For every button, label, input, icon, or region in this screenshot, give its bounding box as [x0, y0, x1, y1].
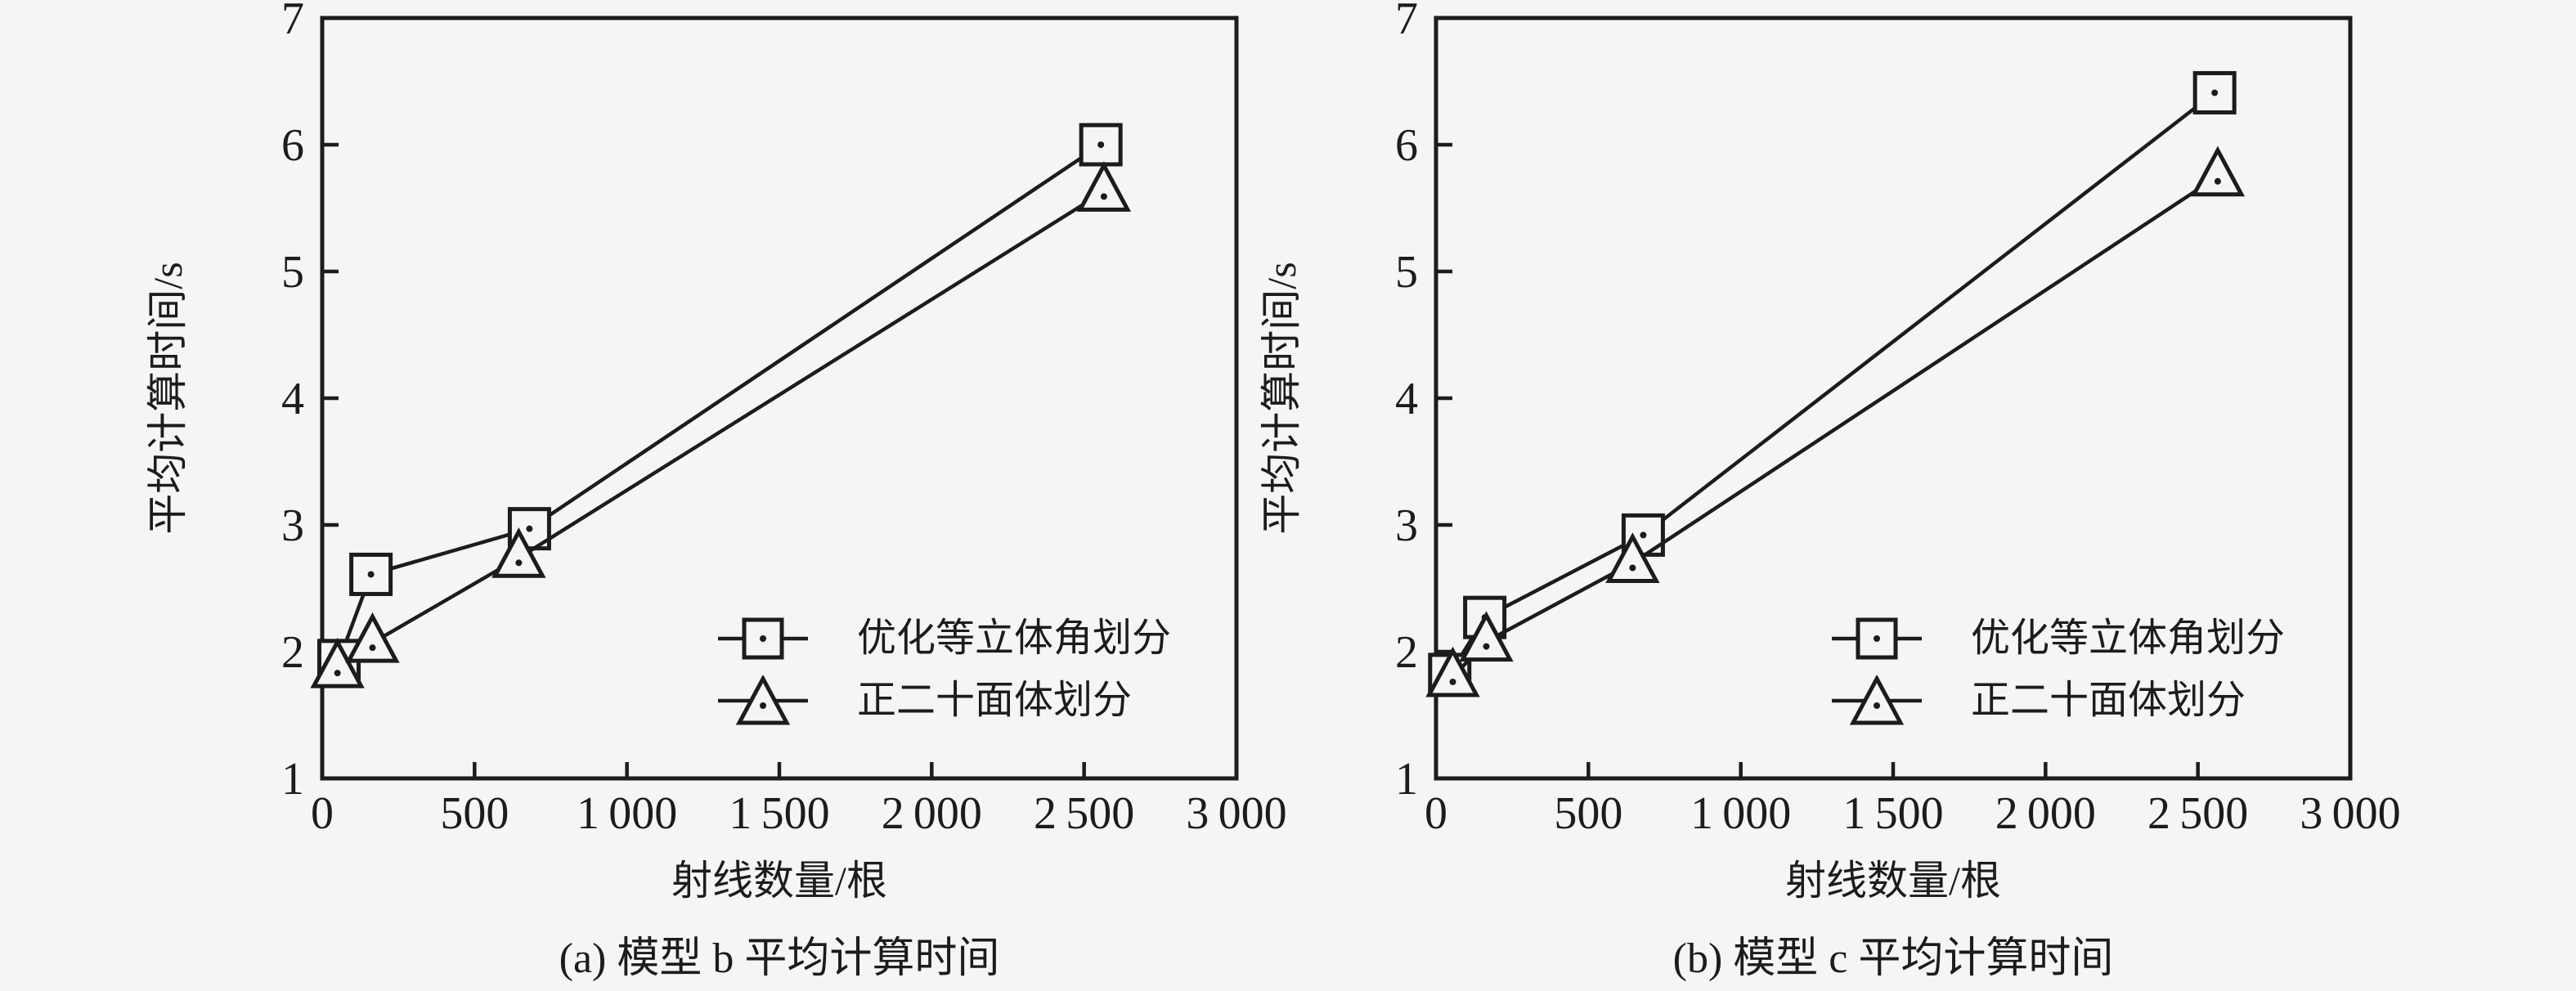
marker-center-dot — [1449, 679, 1456, 685]
x-axis-tick-label: 0 — [311, 788, 334, 839]
y-axis-tick-label: 7 — [1395, 0, 1418, 44]
caption-b: (b) 模型 c 平均计算时间 — [1672, 935, 2114, 982]
series-line-square — [1447, 91, 2216, 676]
legend-triangle — [735, 675, 791, 725]
y-axis-tick-label: 3 — [281, 500, 304, 551]
series-line-square — [337, 143, 1102, 661]
legend-square-marker-icon — [1832, 617, 1922, 660]
legend-square-dot — [1874, 635, 1880, 642]
y-axis-tick-label: 2 — [1395, 627, 1418, 678]
y-axis-tick-label: 6 — [1395, 120, 1418, 171]
x-axis-tick-label: 1 500 — [729, 788, 829, 839]
data-marker-triangle — [491, 527, 546, 578]
series-line-triangle — [1451, 174, 2219, 679]
caption-a: (a) 模型 b 平均计算时间 — [559, 935, 1000, 982]
x-axis-tick-label: 2 500 — [1034, 788, 1134, 839]
data-marker-triangle — [2190, 146, 2246, 197]
x-axis-tick-label: 3 000 — [2300, 788, 2400, 839]
marker-center-dot — [1100, 193, 1107, 200]
marker-center-dot — [515, 559, 523, 567]
y-axis-tick-label: 6 — [281, 120, 304, 171]
y-axis-tick-label: 5 — [1395, 247, 1418, 298]
legend-entry-triangle: 正二十面体划分 — [718, 675, 1171, 726]
marker-center-dot — [1097, 141, 1105, 148]
x-axis-tick-label: 1 500 — [1842, 788, 1943, 839]
data-marker-triangle — [1605, 532, 1660, 583]
y-axis-label-a: 平均计算时间/s — [145, 262, 191, 535]
x-axis-tick-label: 500 — [1554, 788, 1622, 839]
y-axis-tick-label: 5 — [281, 247, 304, 298]
y-axis-tick-label: 4 — [281, 374, 304, 424]
y-axis-tick-label: 3 — [1395, 500, 1418, 551]
y-axis-tick-label: 4 — [1395, 374, 1418, 424]
marker-center-dot — [1483, 643, 1490, 650]
legend-entry-square: 优化等立体角划分 — [718, 613, 1171, 664]
x-axis-label-b: 射线数量/根 — [1785, 858, 2001, 904]
y-axis-tick-label: 7 — [281, 0, 304, 44]
x-axis-tick-label: 0 — [1425, 788, 1447, 839]
marker-center-dot — [369, 644, 376, 652]
legend-entry-square: 优化等立体角划分 — [1832, 613, 2285, 664]
data-marker-triangle — [310, 637, 365, 688]
y-axis-tick-label: 1 — [281, 754, 304, 805]
legend-label-square: 优化等立体角划分 — [1971, 617, 2286, 660]
x-axis-label-a: 射线数量/根 — [671, 858, 887, 904]
marker-center-dot — [2214, 177, 2221, 185]
x-axis-tick-label: 3 000 — [1186, 788, 1286, 839]
x-axis-tick-label: 500 — [440, 788, 509, 839]
legend-triangle-marker-icon — [1832, 675, 1922, 725]
legend-entry-triangle: 正二十面体划分 — [1832, 675, 2285, 726]
legend-label-square: 优化等立体角划分 — [857, 617, 1172, 660]
marker-center-dot — [367, 571, 375, 578]
marker-center-dot — [2211, 89, 2219, 96]
x-axis-tick-label: 2 000 — [1995, 788, 2096, 839]
x-axis-tick-label: 2 000 — [882, 788, 982, 839]
data-marker-triangle — [345, 612, 400, 663]
x-axis-tick-label: 2 500 — [2147, 788, 2248, 839]
x-axis-tick-label: 1 000 — [1690, 788, 1791, 839]
data-marker-triangle — [1425, 646, 1480, 697]
marker-center-dot — [526, 525, 533, 532]
y-axis-label-b: 平均计算时间/s — [1259, 262, 1304, 535]
marker-center-dot — [1629, 564, 1636, 572]
legend-label-triangle: 正二十面体划分 — [857, 679, 1133, 722]
legend-triangle-dot — [1874, 702, 1880, 709]
marker-center-dot — [1640, 531, 1647, 539]
data-marker-triangle — [1459, 611, 1514, 662]
marker-center-dot — [334, 670, 341, 677]
legend-square-dot — [760, 635, 766, 642]
legend-triangle-marker-icon — [718, 675, 808, 725]
series-line-triangle — [336, 190, 1106, 670]
legend-label-triangle: 正二十面体划分 — [1971, 679, 2246, 722]
y-axis-tick-label: 2 — [281, 627, 304, 678]
legend-square-marker-icon — [718, 617, 808, 660]
legend-triangle-dot — [760, 702, 766, 709]
legend-b: 优化等立体角划分 正二十面体划分 — [1832, 613, 2285, 726]
data-marker-triangle — [1076, 161, 1132, 212]
legend-a: 优化等立体角划分 正二十面体划分 — [718, 613, 1171, 726]
x-axis-tick-label: 1 000 — [577, 788, 677, 839]
legend-triangle — [1849, 675, 1905, 725]
y-axis-tick-label: 1 — [1395, 754, 1418, 805]
